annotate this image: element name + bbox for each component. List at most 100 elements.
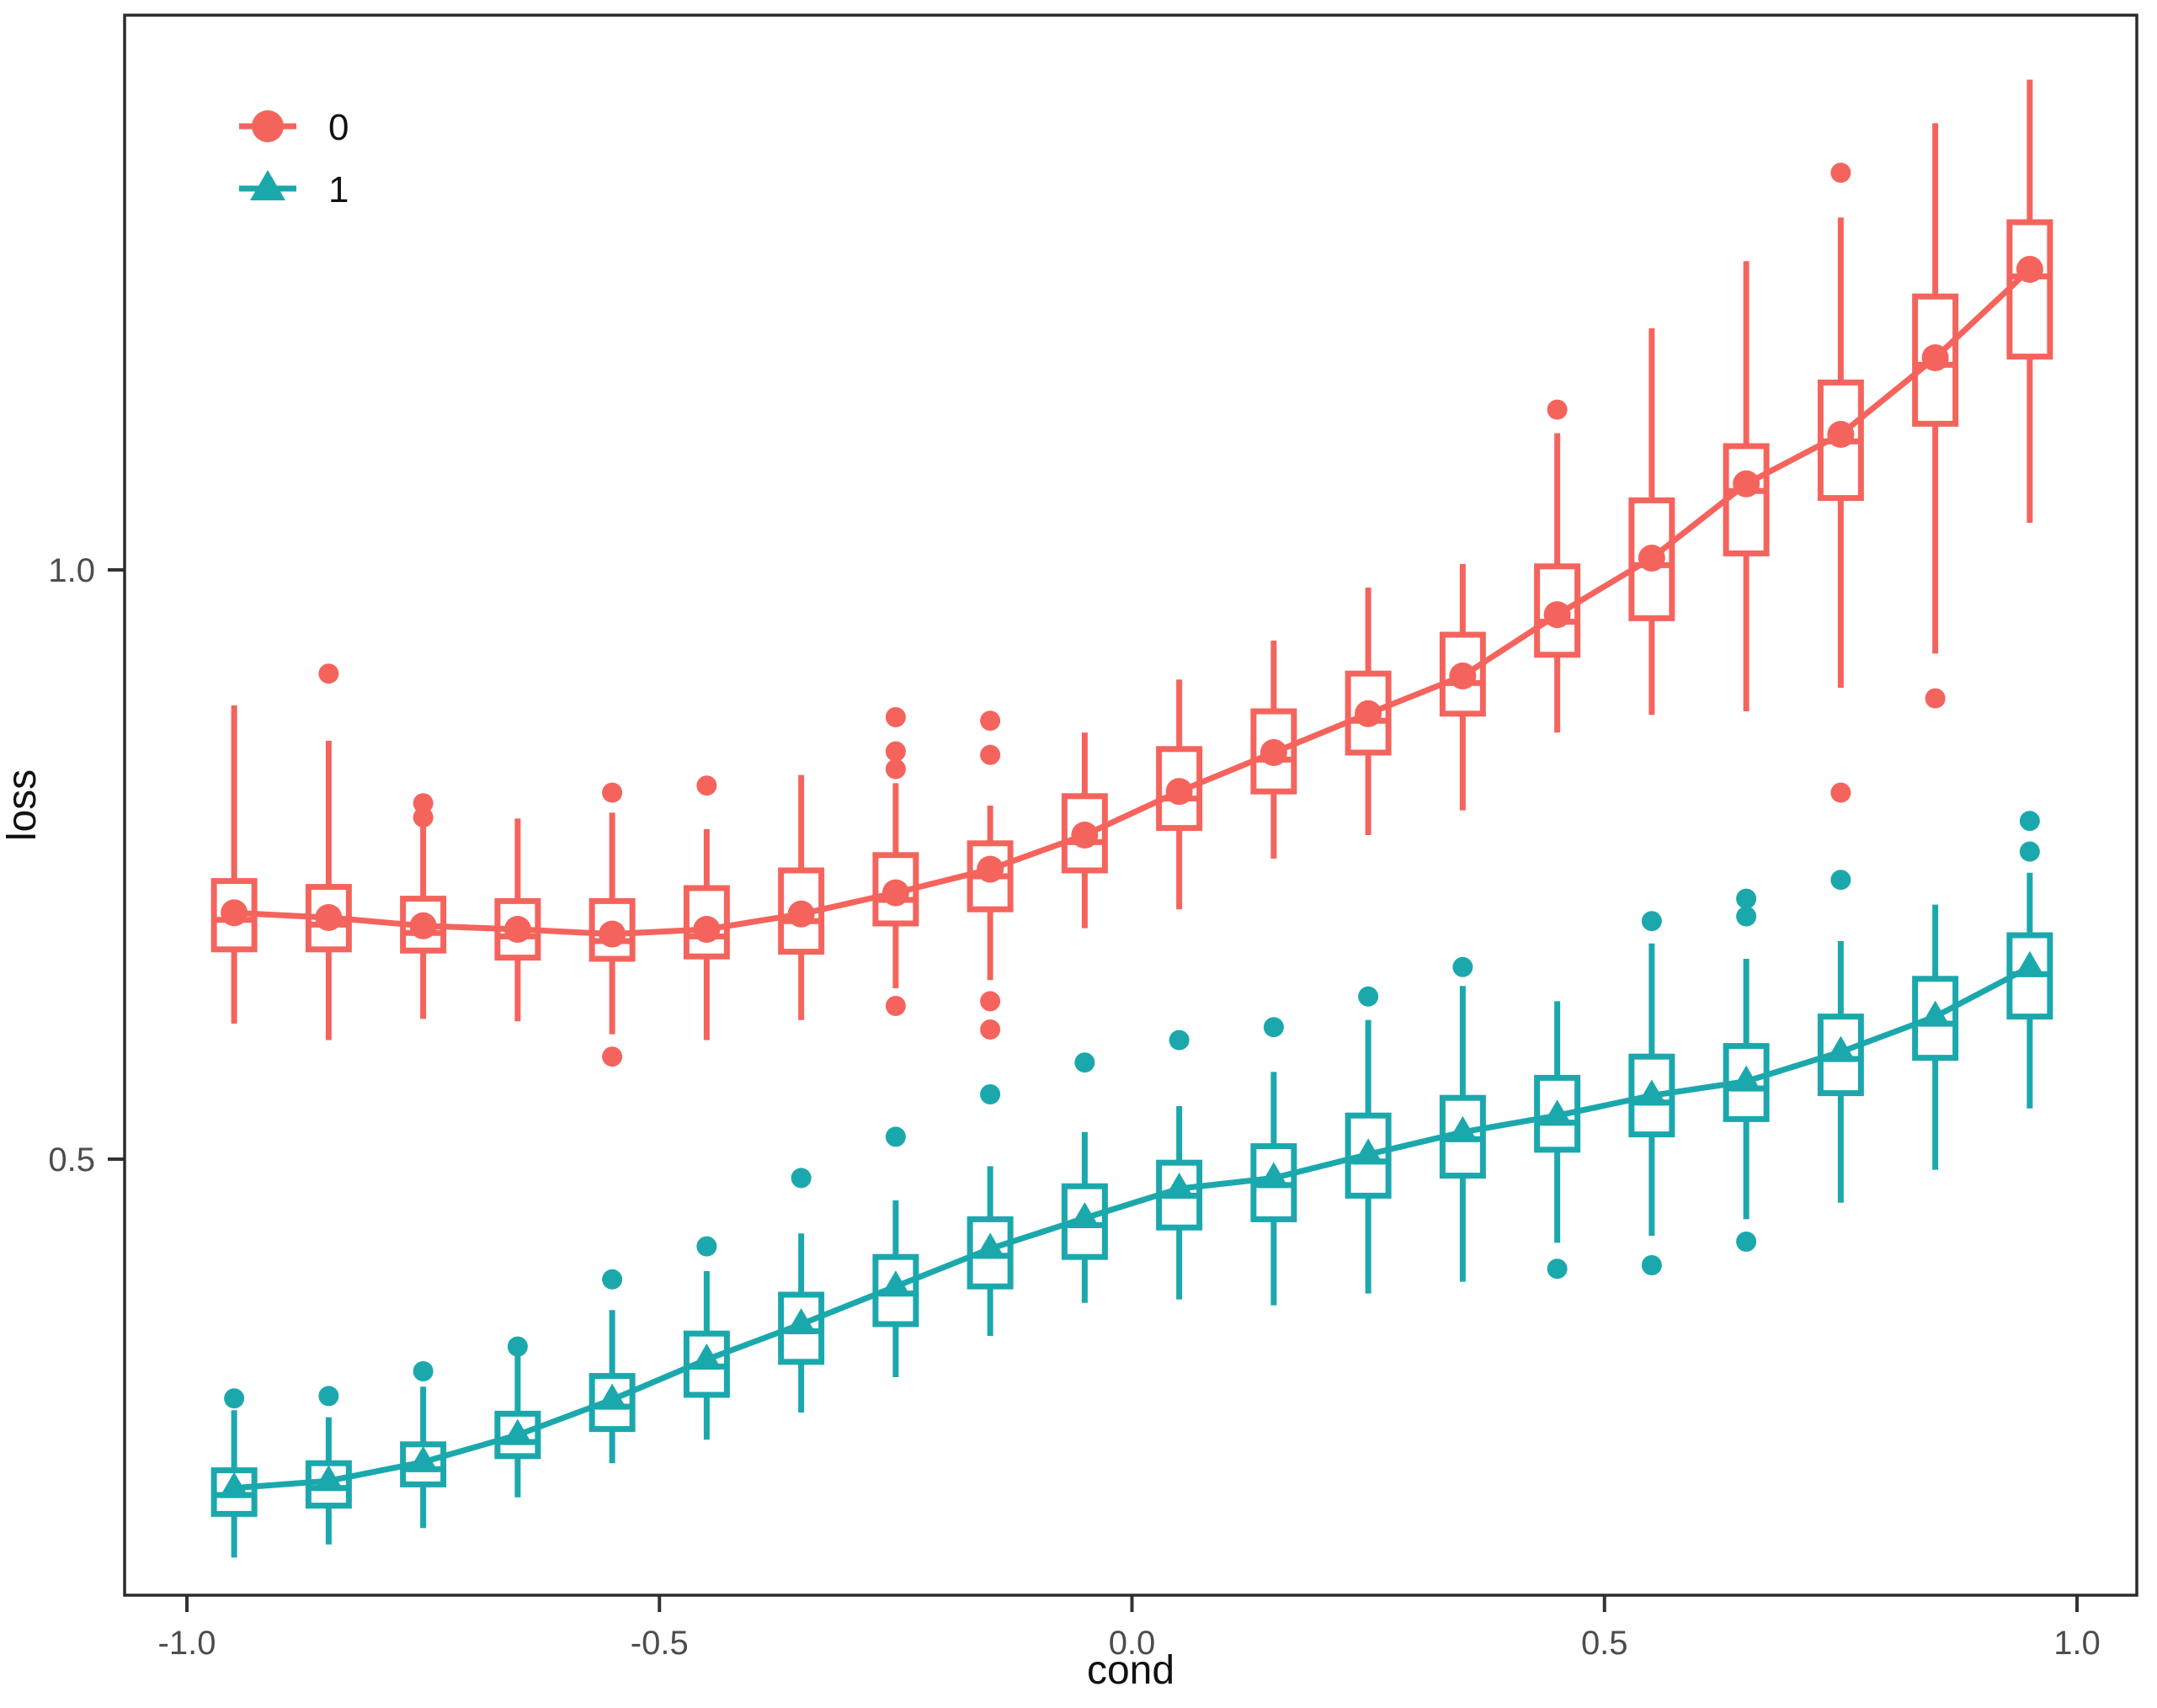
outlier-point [318,1386,339,1407]
outlier-point [980,1019,1001,1040]
outlier-point [1169,1030,1190,1051]
mean-marker-circle [1827,421,1855,448]
outlier-point [696,1236,717,1257]
mean-marker-triangle [1731,1065,1762,1092]
mean-marker-circle [221,899,248,927]
mean-marker-circle [1071,822,1099,849]
outlier-point [1263,1017,1284,1038]
outlier-point [1358,986,1379,1007]
mean-marker-triangle [1920,1000,1951,1027]
mean-marker-triangle [786,1308,817,1334]
mean-marker-circle [1165,778,1193,806]
outlier-point [1830,870,1851,891]
mean-marker-circle [503,916,531,943]
mean-marker-triangle [1258,1162,1289,1189]
mean-marker-triangle [597,1383,628,1410]
y-axis-tick-label: 1.0 [48,552,95,589]
mean-marker-circle [1449,662,1477,689]
mean-marker-triangle [502,1418,533,1445]
mean-marker-circle [787,900,815,928]
outlier-point [1830,782,1851,803]
outlier-point [602,1046,623,1067]
outlier-point [980,710,1001,732]
mean-marker-triangle [1164,1173,1195,1199]
mean-marker-circle [881,879,909,907]
legend-item-0: 0 [239,107,349,148]
outlier-point [885,996,906,1016]
outlier-point [2019,841,2040,862]
mean-marker-circle [693,916,721,943]
mean-marker-circle [1355,700,1382,727]
box [1250,708,1297,795]
outlier-point [318,663,339,684]
outlier-point [885,1126,906,1147]
box [2006,219,2053,360]
outlier-point [980,991,1001,1012]
legend-key-circle-icon [252,110,284,142]
mean-marker-circle [977,855,1004,883]
outlier-point [1736,1232,1757,1252]
mean-marker-triangle [691,1344,722,1370]
legend-key-triangle-icon [250,170,285,200]
outlier-point [413,793,434,814]
mean-marker-circle [409,912,437,939]
outlier-point [224,1388,245,1409]
outlier-point [1547,399,1568,420]
mean-marker-triangle [1069,1202,1100,1228]
box [1912,976,1959,1062]
outlier-point [507,1336,528,1357]
mean-marker-triangle [2014,950,2045,977]
outlier-point [1736,888,1757,909]
x-axis-tick-label: 0.5 [1581,1625,1628,1662]
legend-label: 1 [328,169,349,210]
mean-marker-triangle [219,1471,250,1498]
outlier-point [413,807,434,827]
outlier-point [1925,688,1946,709]
outlier-point [413,1361,434,1381]
mean-marker-circle [315,904,343,931]
x-axis-tick-label: -1.0 [158,1625,216,1662]
mean-marker-circle [599,920,626,948]
outlier-point [1641,911,1662,932]
mean-marker-triangle [1636,1079,1667,1106]
mean-marker-triangle [313,1465,344,1492]
mean-marker-circle [1638,545,1665,572]
outlier-point [885,741,906,762]
x-axis-tick-label: 0.0 [1109,1625,1156,1662]
mean-marker-triangle [407,1445,439,1472]
y-axis-tick-label: 0.5 [48,1141,95,1179]
x-axis-tick-label: 1.0 [2053,1625,2101,1662]
mean-marker-circle [1921,344,1949,371]
outlier-point [1452,956,1473,977]
mean-marker-triangle [1825,1035,1856,1062]
outlier-point [1736,906,1757,927]
box [1723,443,1770,556]
legend-item-1: 1 [239,169,349,210]
outlier-point [885,758,906,780]
series-1 [210,811,2053,1558]
outlier-point [1641,1255,1662,1275]
mean-marker-triangle [880,1270,911,1297]
y-axis-title: loss [0,769,45,841]
outlier-point [2019,811,2040,832]
x-axis-title: cond [1087,1648,1174,1693]
series-0 [210,79,2053,1067]
outlier-point [696,775,717,796]
outlier-point [602,782,623,803]
mean-marker-circle [1543,601,1571,629]
mean-marker-triangle [1353,1138,1384,1165]
legend-label: 0 [328,107,349,148]
panel-border [123,13,2138,1597]
mean-marker-triangle [975,1232,1006,1259]
outlier-point [602,1269,623,1290]
outlier-point [980,744,1001,765]
mean-marker-circle [2016,256,2043,283]
outlier-point [791,1168,812,1189]
mean-marker-circle [1260,739,1287,766]
mean-marker-triangle [1447,1115,1478,1142]
mean-line [233,964,2032,1492]
mean-marker-circle [1733,470,1760,498]
x-axis-tick-label: -0.5 [631,1625,689,1662]
